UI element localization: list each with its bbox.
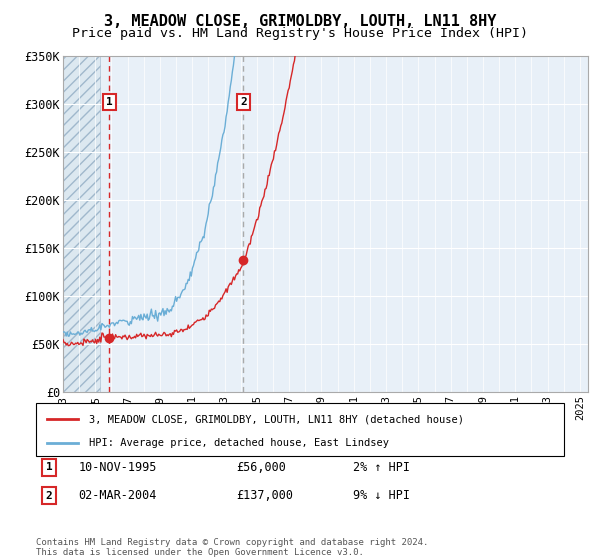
Text: 2: 2 (46, 491, 53, 501)
Text: 2% ↑ HPI: 2% ↑ HPI (353, 461, 410, 474)
Text: 02-MAR-2004: 02-MAR-2004 (78, 489, 157, 502)
Text: HPI: Average price, detached house, East Lindsey: HPI: Average price, detached house, East… (89, 438, 389, 448)
Text: 1: 1 (46, 463, 53, 473)
Text: Price paid vs. HM Land Registry's House Price Index (HPI): Price paid vs. HM Land Registry's House … (72, 27, 528, 40)
Text: 3, MEADOW CLOSE, GRIMOLDBY, LOUTH, LN11 8HY: 3, MEADOW CLOSE, GRIMOLDBY, LOUTH, LN11 … (104, 14, 496, 29)
Text: 10-NOV-1995: 10-NOV-1995 (78, 461, 157, 474)
Text: £137,000: £137,000 (236, 489, 293, 502)
Text: 1: 1 (106, 97, 113, 107)
Bar (63, 56, 100, 392)
Text: 2: 2 (240, 97, 247, 107)
Text: £56,000: £56,000 (236, 461, 287, 474)
Text: 9% ↓ HPI: 9% ↓ HPI (353, 489, 410, 502)
Text: Contains HM Land Registry data © Crown copyright and database right 2024.
This d: Contains HM Land Registry data © Crown c… (36, 538, 428, 557)
Text: 3, MEADOW CLOSE, GRIMOLDBY, LOUTH, LN11 8HY (detached house): 3, MEADOW CLOSE, GRIMOLDBY, LOUTH, LN11 … (89, 414, 464, 424)
